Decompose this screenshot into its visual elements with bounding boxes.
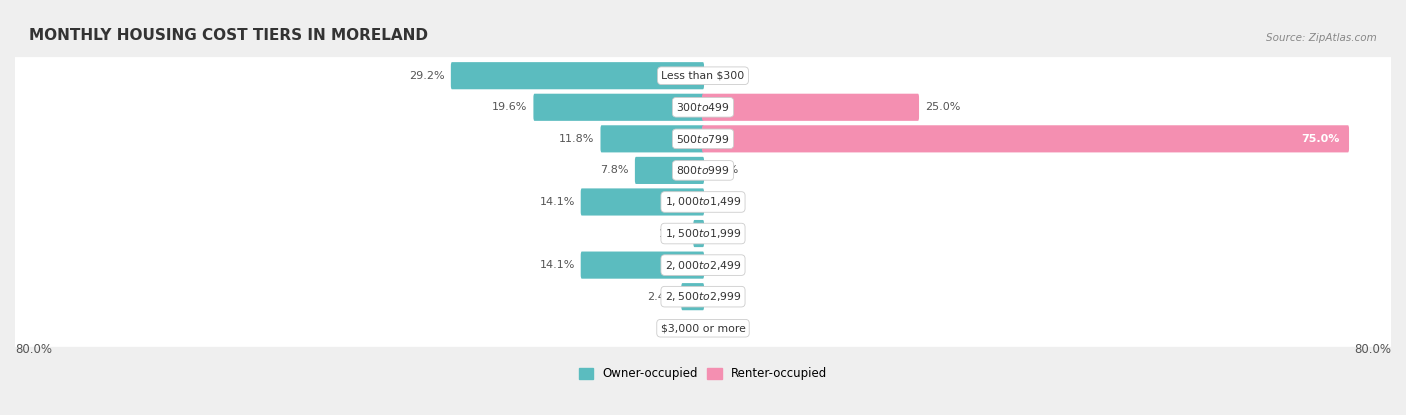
Legend: Owner-occupied, Renter-occupied: Owner-occupied, Renter-occupied xyxy=(574,363,832,385)
Text: 14.1%: 14.1% xyxy=(540,260,575,270)
FancyBboxPatch shape xyxy=(682,283,704,310)
Text: $500 to $799: $500 to $799 xyxy=(676,133,730,145)
FancyBboxPatch shape xyxy=(14,247,1392,284)
FancyBboxPatch shape xyxy=(14,89,1392,126)
Text: MONTHLY HOUSING COST TIERS IN MORELAND: MONTHLY HOUSING COST TIERS IN MORELAND xyxy=(28,28,427,43)
Text: $2,500 to $2,999: $2,500 to $2,999 xyxy=(665,290,741,303)
Text: $300 to $499: $300 to $499 xyxy=(676,101,730,113)
FancyBboxPatch shape xyxy=(581,188,704,215)
Text: $2,000 to $2,499: $2,000 to $2,499 xyxy=(665,259,741,271)
Text: 19.6%: 19.6% xyxy=(492,102,527,112)
Text: 80.0%: 80.0% xyxy=(1354,343,1391,356)
Text: $1,000 to $1,499: $1,000 to $1,499 xyxy=(665,195,741,208)
Text: 2.4%: 2.4% xyxy=(647,292,675,302)
Text: $3,000 or more: $3,000 or more xyxy=(661,323,745,333)
Text: 0.0%: 0.0% xyxy=(710,229,738,239)
FancyBboxPatch shape xyxy=(636,157,704,184)
Text: 0.0%: 0.0% xyxy=(710,292,738,302)
Text: 1.0%: 1.0% xyxy=(659,229,688,239)
FancyBboxPatch shape xyxy=(14,183,1392,221)
FancyBboxPatch shape xyxy=(600,125,704,152)
FancyBboxPatch shape xyxy=(533,94,704,121)
Text: 0.0%: 0.0% xyxy=(710,166,738,176)
FancyBboxPatch shape xyxy=(702,94,920,121)
FancyBboxPatch shape xyxy=(693,220,704,247)
Text: Less than $300: Less than $300 xyxy=(661,71,745,81)
FancyBboxPatch shape xyxy=(14,57,1392,94)
Text: 75.0%: 75.0% xyxy=(1301,134,1340,144)
Text: 80.0%: 80.0% xyxy=(15,343,52,356)
Text: 11.8%: 11.8% xyxy=(560,134,595,144)
Text: 0.0%: 0.0% xyxy=(668,323,696,333)
FancyBboxPatch shape xyxy=(14,215,1392,252)
FancyBboxPatch shape xyxy=(451,62,704,89)
FancyBboxPatch shape xyxy=(14,120,1392,157)
Text: 0.0%: 0.0% xyxy=(710,71,738,81)
FancyBboxPatch shape xyxy=(702,125,1348,152)
Text: 0.0%: 0.0% xyxy=(710,260,738,270)
FancyBboxPatch shape xyxy=(14,310,1392,347)
Text: $800 to $999: $800 to $999 xyxy=(676,164,730,176)
Text: 0.0%: 0.0% xyxy=(710,197,738,207)
Text: 7.8%: 7.8% xyxy=(600,166,628,176)
FancyBboxPatch shape xyxy=(14,152,1392,189)
Text: 29.2%: 29.2% xyxy=(409,71,446,81)
Text: 25.0%: 25.0% xyxy=(925,102,960,112)
FancyBboxPatch shape xyxy=(581,251,704,279)
Text: 0.0%: 0.0% xyxy=(710,323,738,333)
Text: $1,500 to $1,999: $1,500 to $1,999 xyxy=(665,227,741,240)
FancyBboxPatch shape xyxy=(14,278,1392,315)
Text: 14.1%: 14.1% xyxy=(540,197,575,207)
Text: Source: ZipAtlas.com: Source: ZipAtlas.com xyxy=(1267,33,1378,43)
